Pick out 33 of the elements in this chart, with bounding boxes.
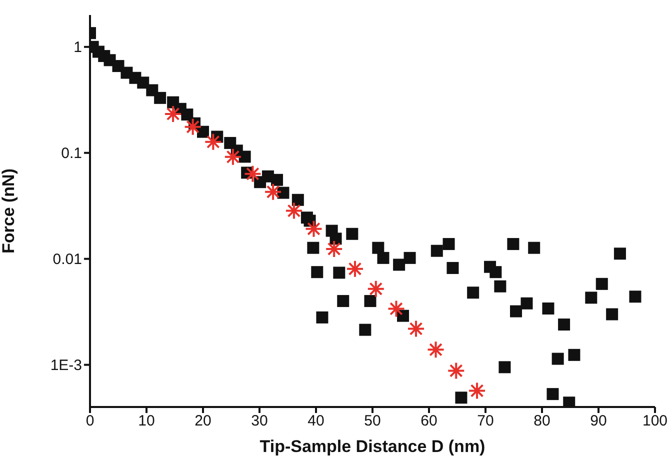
y-tick-label: 1 <box>74 39 82 56</box>
point <box>407 320 426 338</box>
x-tick-label: 10 <box>138 412 155 430</box>
x-tick-label: 80 <box>534 412 550 430</box>
point <box>264 182 282 201</box>
point <box>224 148 242 166</box>
point <box>325 240 344 258</box>
point <box>204 132 222 151</box>
point <box>184 118 202 136</box>
point <box>346 260 364 278</box>
x-tick-label: 100 <box>642 412 668 430</box>
x-tick-label: 90 <box>590 412 607 430</box>
x-tick-label: 40 <box>308 412 324 430</box>
x-tick-label: 0 <box>86 412 94 430</box>
x-tick-label: 70 <box>477 412 494 430</box>
point <box>387 300 406 318</box>
point <box>164 104 182 123</box>
point <box>366 280 385 298</box>
x-tick-label: 30 <box>251 412 268 430</box>
y-axis-title: Force (nN) <box>0 168 18 254</box>
x-tick-label: 20 <box>194 412 212 430</box>
point <box>284 202 303 220</box>
point <box>304 220 323 238</box>
point <box>447 362 466 380</box>
x-axis-title: Tip-Sample Distance D (nm) <box>260 437 486 456</box>
x-tick-label: 60 <box>420 412 438 430</box>
y-tick-label: 0.1 <box>61 145 82 162</box>
point <box>468 382 486 400</box>
y-tick-label: 1E-3 <box>50 357 82 374</box>
point <box>426 340 445 359</box>
y-tick-label: 0.01 <box>52 251 82 268</box>
point <box>244 164 262 183</box>
x-tick-label: 50 <box>364 412 381 430</box>
